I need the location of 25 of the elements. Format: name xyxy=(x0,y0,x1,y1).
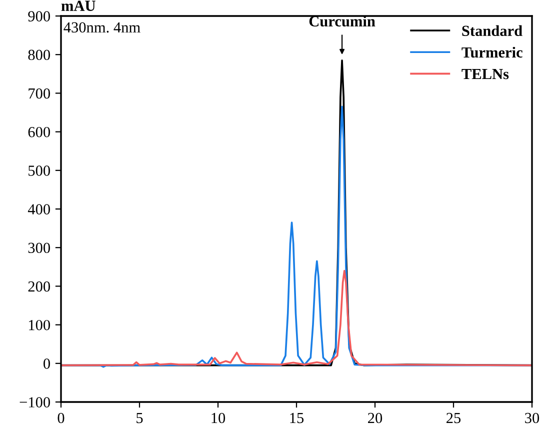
x-tick-label: 0 xyxy=(58,412,64,424)
legend-label: TELNs xyxy=(462,69,509,80)
x-tick-label: 15 xyxy=(290,412,304,424)
x-tick-label: 30 xyxy=(525,412,540,424)
y-tick-label: 500 xyxy=(28,166,50,176)
y-tick-label: 700 xyxy=(28,88,50,99)
y-tick-label: 600 xyxy=(28,126,50,138)
y-axis-title: mAU xyxy=(61,0,96,11)
legend-label: Turmeric xyxy=(462,46,522,58)
x-tick-label: 25 xyxy=(446,412,461,424)
y-tick-label: 200 xyxy=(28,281,50,292)
y-tick-label: −100 xyxy=(20,397,50,408)
y-tick-label: 400 xyxy=(28,204,50,214)
y-tick-label: 800 xyxy=(28,50,50,60)
y-tick-label: 900 xyxy=(28,11,50,22)
y-tick-label: 0 xyxy=(44,358,50,369)
x-tick-label: 10 xyxy=(212,412,226,424)
x-tick-label: 5 xyxy=(136,413,143,424)
annotation: 430nm. 4nm xyxy=(64,22,140,33)
legend-label: Standard xyxy=(462,25,522,36)
annotation: Curcumin xyxy=(309,16,376,27)
y-tick-label: 100 xyxy=(29,320,50,330)
x-tick-label: 20 xyxy=(368,412,382,424)
line-series xyxy=(61,270,532,366)
y-tick-label: 300 xyxy=(28,242,50,254)
